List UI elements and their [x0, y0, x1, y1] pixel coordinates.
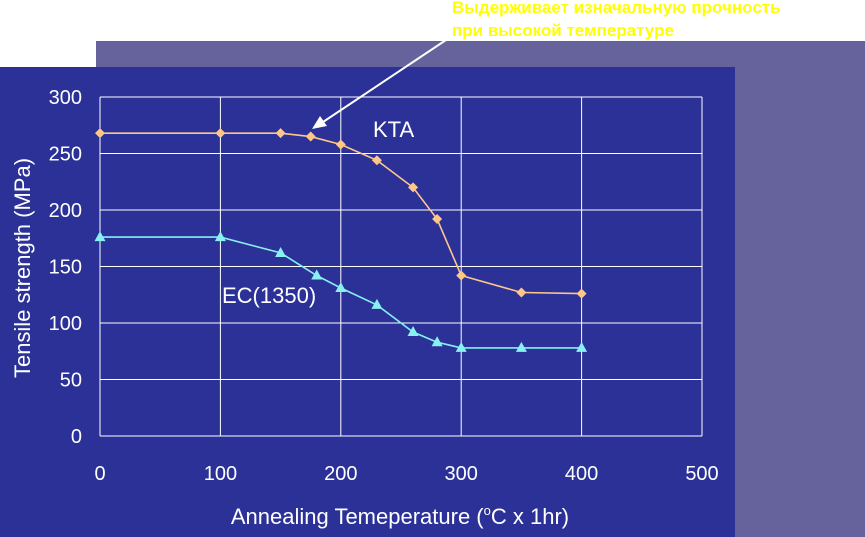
kta-data-point: [371, 155, 382, 166]
plot-panel: [0, 67, 735, 537]
ec-data-point: [214, 231, 226, 242]
kta-data-point: [432, 214, 443, 225]
ec-data-point: [407, 326, 419, 337]
kta-series-label: KTA: [373, 117, 414, 142]
kta-data-point: [215, 128, 226, 139]
y-tick-label: 150: [49, 257, 82, 279]
kta-data-point: [95, 128, 105, 139]
x-axis-title-main: Annealing Temeperature (: [231, 504, 484, 529]
ec-data-point: [515, 341, 527, 352]
y-tick-label: 200: [49, 200, 82, 222]
degree-symbol: o: [484, 503, 491, 518]
x-tick-label: 100: [204, 463, 237, 485]
ec-data-point: [455, 341, 467, 352]
x-axis-title-tail: C x 1hr): [491, 504, 569, 529]
ec-data-point: [431, 336, 443, 347]
ec-data-point: [576, 341, 588, 352]
ec-data-point: [371, 298, 383, 309]
y-tick-label: 100: [49, 313, 82, 335]
annotation-line-1: Выдерживает изначальную прочность: [452, 0, 781, 17]
ec-data-point: [335, 281, 347, 292]
kta-data-point: [456, 270, 467, 281]
x-axis-title: Annealing Temeperature (oC x 1hr): [231, 503, 569, 529]
series-group: [94, 128, 588, 352]
grid-lines: [99, 96, 703, 437]
kta-data-point: [408, 182, 419, 193]
ec-series-label: EC(1350): [222, 283, 316, 308]
ec-data-point: [94, 231, 106, 242]
annotation-line-2: при высокой температуре: [452, 21, 674, 40]
kta-data-point: [335, 139, 346, 150]
kta-data-point: [305, 131, 316, 142]
annotation-arrow-head: [312, 116, 327, 129]
x-tick-label: 300: [445, 463, 478, 485]
y-tick-label: 0: [71, 426, 82, 448]
kta-data-point: [275, 128, 286, 139]
ec-data-point: [275, 246, 287, 257]
x-tick-label: 200: [324, 463, 357, 485]
y-tick-label: 250: [49, 144, 82, 166]
y-tick-label: 300: [49, 87, 82, 109]
ec-data-point: [311, 269, 323, 280]
kta-data-point: [576, 288, 587, 299]
y-tick-label: 50: [60, 370, 82, 392]
x-tick-label: 400: [565, 463, 598, 485]
kta-data-point: [516, 287, 527, 298]
y-axis-title: Tensile strength (MPa): [10, 158, 35, 378]
tick-labels: 0 100 200 300 400 500 0 50 100 150 200 250 300: [49, 87, 719, 485]
annotation-arrow-line: [319, 35, 453, 125]
x-tick-label: 500: [685, 463, 718, 485]
x-tick-label: 0: [94, 463, 105, 485]
